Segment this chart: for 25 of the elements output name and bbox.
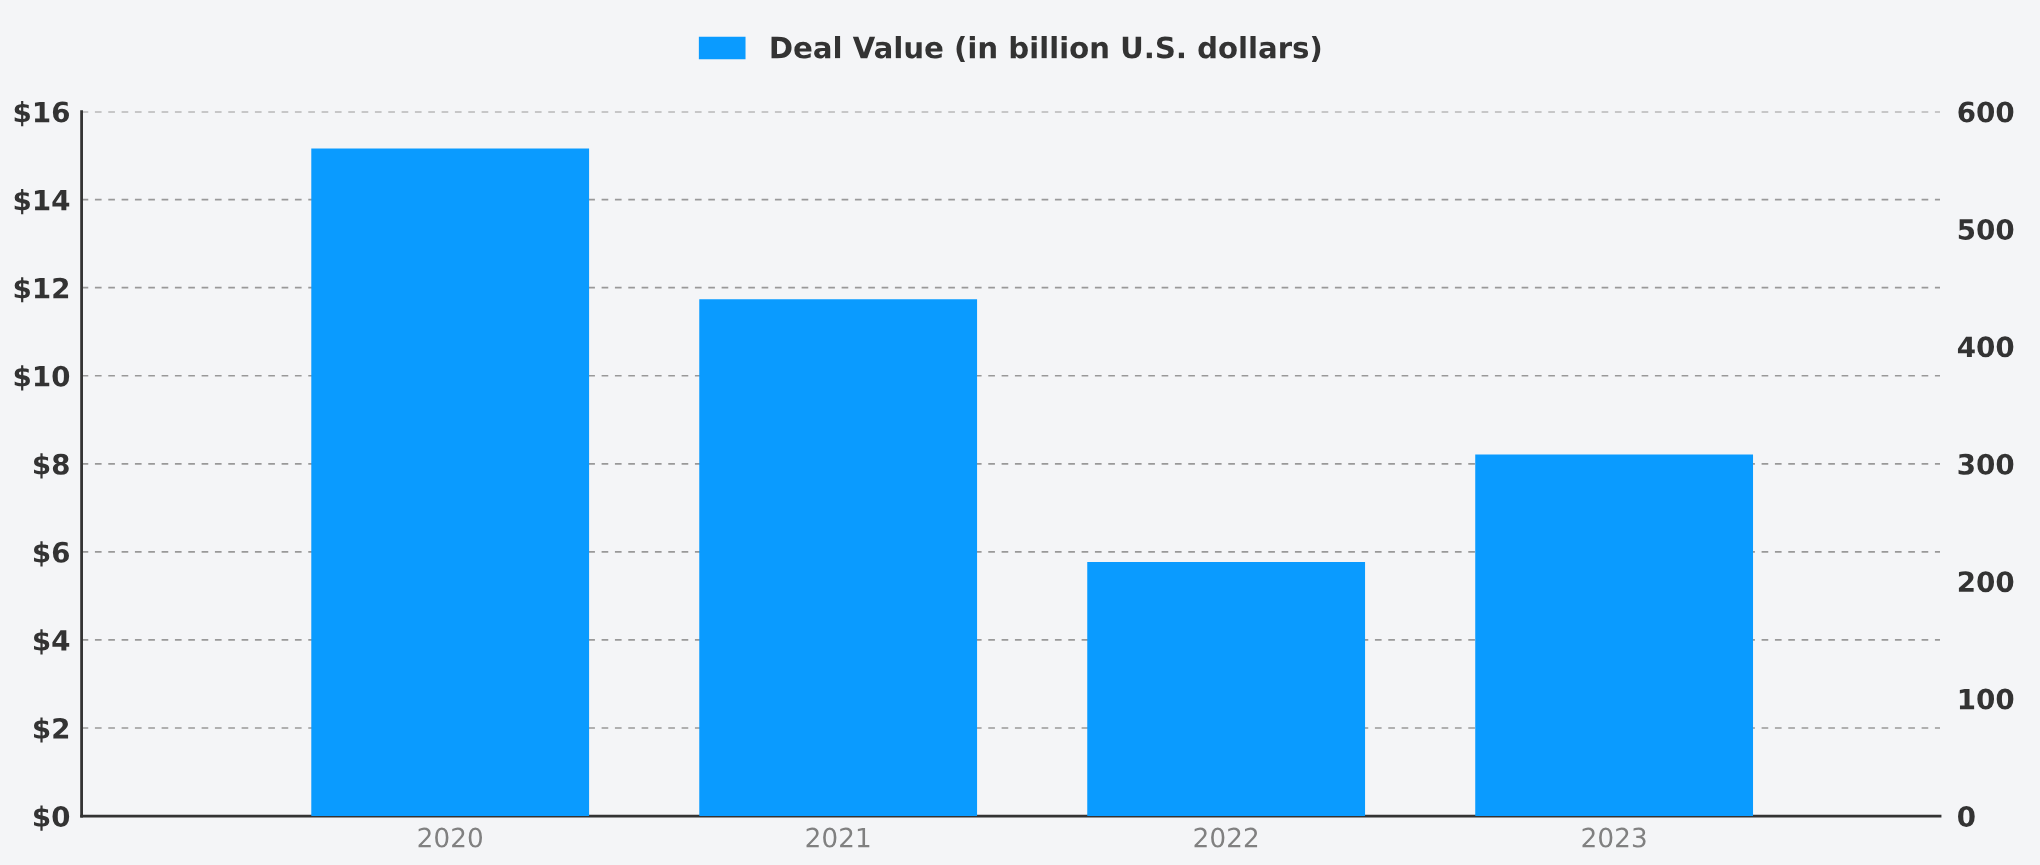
y-tick-label: $2 — [34, 717, 69, 743]
y-tick-label: $10 — [14, 365, 70, 391]
y2-tick-label: 0 — [1958, 805, 1975, 827]
y2-tick-label: 600 — [1958, 101, 2014, 123]
y-tick-label: $16 — [14, 101, 69, 127]
bar — [311, 148, 590, 817]
legend-label: Deal Value (in billion U.S. dollars) — [771, 35, 1321, 62]
y2-tick-label: 400 — [1957, 336, 2014, 358]
y2-tick-label: 100 — [1959, 688, 2014, 710]
x-tick-label: 2020 — [418, 827, 483, 848]
y-tick-label: $14 — [14, 189, 70, 215]
y-tick-label: $4 — [34, 629, 70, 655]
y-tick-label: $6 — [34, 541, 69, 567]
y2-tick-label: 300 — [1958, 453, 2014, 475]
bar — [699, 299, 978, 817]
y-tick-label: $8 — [34, 453, 69, 479]
x-tick-label: 2021 — [806, 827, 870, 848]
y2-tick-label: 200 — [1958, 571, 2014, 593]
bar — [1475, 454, 1754, 817]
x-tick-label: 2022 — [1194, 827, 1258, 848]
bar — [1087, 562, 1366, 817]
y2-tick-label: 500 — [1958, 218, 2014, 240]
y-tick-label: $0 — [34, 805, 70, 831]
y-tick-label: $12 — [14, 277, 69, 303]
x-tick-label: 2023 — [1582, 827, 1646, 848]
